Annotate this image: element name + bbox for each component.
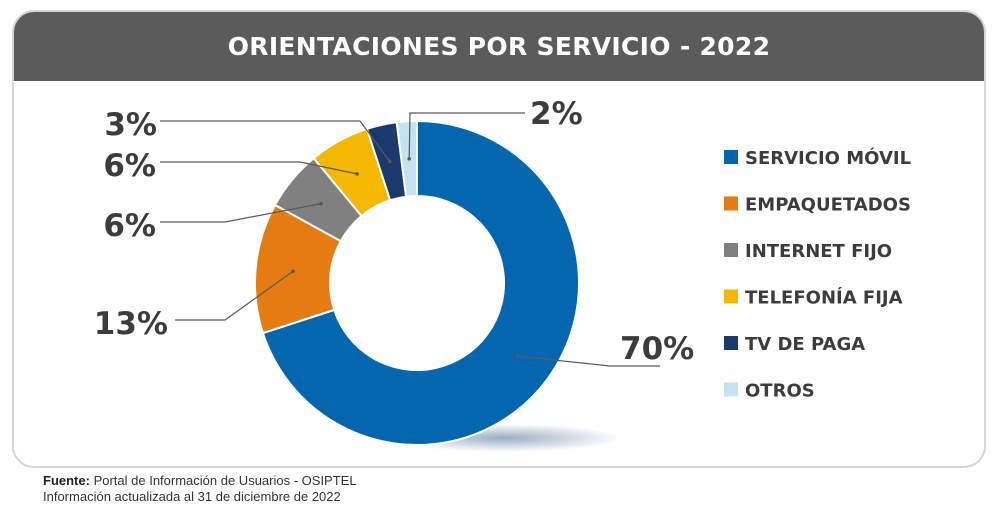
pct-label-internet-fijo: 6%: [103, 208, 156, 244]
leader-line-internet-fijo: [160, 203, 322, 223]
legend-swatch-otros: [724, 382, 738, 397]
source-text: Portal de Información de Usuarios - OSIP…: [89, 473, 357, 488]
legend-label-servicio-movil: SERVICIO MÓVIL: [745, 147, 911, 169]
leader-line-telefonia-fija: [160, 161, 358, 175]
pct-label-empaquetados: 13%: [94, 306, 168, 342]
leader-line-empaquetados: [175, 270, 294, 321]
pct-label-servicio-movil: 70%: [620, 331, 694, 367]
slice-otros: [395, 119, 418, 198]
pct-label-otros: 2%: [530, 96, 583, 132]
leader-line-otros: [408, 112, 525, 159]
slice-servicio-movil: [261, 119, 580, 446]
chart-title: ORIENTACIONES POR SERVICIO - 2022: [227, 32, 771, 61]
legend-label-telefonia-fija: TELEFONÍA FIJA: [745, 287, 903, 309]
leader-dot-tv-de-paga: [388, 159, 392, 164]
legend-swatch-internet-fijo: [724, 243, 738, 257]
leader-dot-internet-fijo: [319, 201, 323, 206]
legend-swatch-empaquetados: [724, 196, 738, 211]
leader-dot-servicio-movil: [515, 354, 520, 358]
updated-line: Información actualizada al 31 de diciemb…: [43, 489, 341, 504]
chart-header: ORIENTACIONES POR SERVICIO - 2022: [14, 12, 984, 81]
pct-label-telefonia-fija: 6%: [103, 148, 156, 184]
leader-line-servicio-movil: [517, 355, 660, 367]
source-line: Fuente: Portal de Información de Usuario…: [43, 473, 357, 489]
source-label: Fuente:: [43, 473, 90, 488]
legend-swatch-servicio-movil: [724, 150, 738, 164]
legend-label-otros: OTROS: [745, 381, 815, 402]
legend-swatch-telefonia-fija: [724, 289, 738, 304]
leader-line-tv-de-paga: [160, 120, 391, 162]
legend-swatch-tv-de-paga: [724, 336, 738, 350]
pct-label-tv-de-paga: 3%: [104, 107, 157, 143]
footer: Fuente: Portal de Información de Usuario…: [43, 473, 357, 505]
leader-dot-telefonia-fija: [355, 172, 359, 176]
leader-dot-otros: [407, 156, 411, 161]
leader-dot-empaquetados: [291, 269, 295, 274]
legend-label-empaquetados: EMPAQUETADOS: [745, 195, 911, 216]
legend-label-tv-de-paga: TV DE PAGA: [745, 334, 865, 355]
legend-label-internet-fijo: INTERNET FIJO: [745, 241, 892, 262]
